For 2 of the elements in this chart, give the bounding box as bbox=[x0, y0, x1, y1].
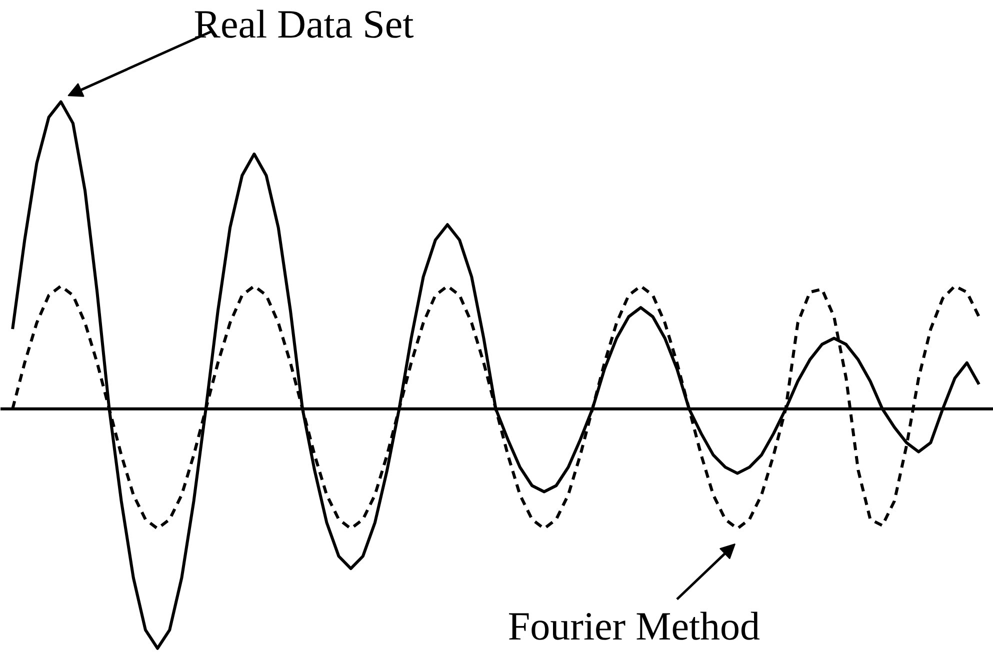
text: Real Data Set bbox=[194, 2, 414, 47]
annotation: Fourier Method bbox=[508, 603, 760, 648]
